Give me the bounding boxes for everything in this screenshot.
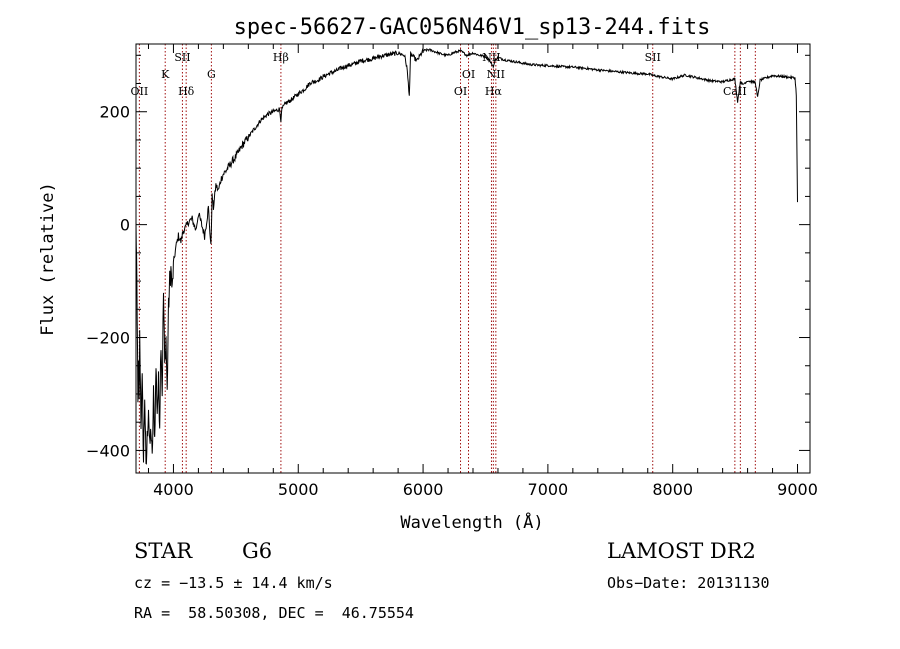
spectral-line-label: NII	[482, 51, 500, 64]
spectral-line-label: OI	[462, 68, 475, 81]
y-tick-label: 0	[120, 216, 130, 235]
coordinates-text: RA = 58.50308, DEC = 46.75554	[134, 604, 414, 622]
x-tick-label: 5000	[278, 480, 319, 499]
spectral-line-labels: OII K SII Hδ G Hβ OI OI NII Hα NII SII CaII	[131, 51, 747, 98]
x-tick-label: 9000	[777, 480, 818, 499]
spectral-line-label: Hδ	[178, 85, 195, 98]
axis-ticks	[136, 44, 810, 473]
spectral-line-label: SII	[645, 51, 661, 64]
x-tick-label: 6000	[403, 480, 444, 499]
y-tick-label: −200	[86, 329, 130, 348]
y-tick-label: −400	[86, 441, 130, 460]
spectral-line-label: SII	[174, 51, 190, 64]
spectral-line-label: K	[161, 68, 170, 81]
plot-frame	[135, 43, 811, 474]
observation-date: Obs−Date: 20131130	[607, 574, 770, 592]
tick-labels: 4000 5000 6000 7000 8000 9000 −400 −200 0 200	[86, 103, 818, 499]
y-axis-title: Flux (relative)	[38, 182, 58, 336]
spectral-line-label: NII	[487, 68, 505, 81]
y-tick-label: 200	[99, 103, 130, 122]
survey-name: LAMOST DR2	[607, 539, 756, 563]
flux-series-line	[135, 47, 798, 465]
spectral-line-label: Hβ	[273, 51, 289, 64]
x-tick-label: 7000	[528, 480, 569, 499]
chart-title: spec-56627-GAC056N46V1_sp13-244.fits	[234, 15, 711, 40]
spectral-line-label: Hα	[485, 85, 503, 98]
spectral-line-label: CaII	[723, 85, 747, 98]
spectral-line-label: OI	[454, 85, 467, 98]
spectral-line-markers	[138, 44, 756, 473]
redshift-text: cz = −13.5 ± 14.4 km/s	[134, 574, 333, 592]
x-axis-title: Wavelength (Å)	[400, 511, 543, 533]
object-subclass: G6	[242, 539, 273, 563]
x-tick-label: 8000	[652, 480, 693, 499]
x-tick-label: 4000	[153, 480, 194, 499]
spectral-line-label: OII	[131, 85, 149, 98]
spectrum-chart: spec-56627-GAC056N46V1_sp13-244.fits 400…	[38, 15, 818, 533]
object-class: STAR	[134, 539, 193, 563]
spectral-line-label: G	[207, 68, 216, 81]
